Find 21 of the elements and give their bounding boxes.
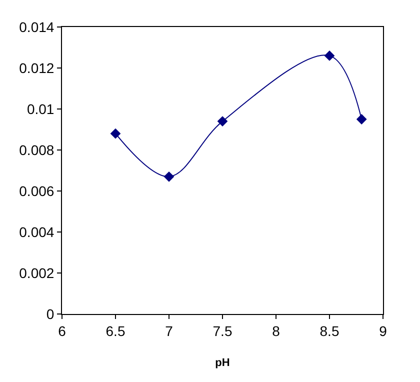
- y-tick-label: 0.002: [19, 264, 54, 281]
- y-tick-label: 0.006: [19, 182, 54, 199]
- point: [356, 114, 367, 124]
- x-tick-label: 8.5: [320, 322, 340, 339]
- y-tick-label: 0: [46, 306, 54, 322]
- x-tick-label: 8: [272, 322, 280, 339]
- x-tick-label: 7: [165, 322, 174, 339]
- point: [164, 171, 174, 182]
- y-tick-label: 0.01: [26, 100, 54, 117]
- y-tick-label: 0.008: [19, 142, 54, 158]
- x-tick-label: 6.5: [106, 322, 126, 339]
- x-axis-title: pH: [215, 357, 230, 369]
- y-tick-label: 0.014: [19, 18, 54, 35]
- y-tick-label: 0.004: [19, 224, 54, 240]
- x-tick-label: 6: [58, 322, 66, 339]
- point: [324, 50, 335, 61]
- point: [217, 116, 228, 126]
- x-tick-label: 7.5: [212, 322, 232, 339]
- y-tick-label: 0.012: [19, 60, 54, 76]
- x-tick-label: 9: [379, 322, 388, 339]
- point: [110, 128, 121, 139]
